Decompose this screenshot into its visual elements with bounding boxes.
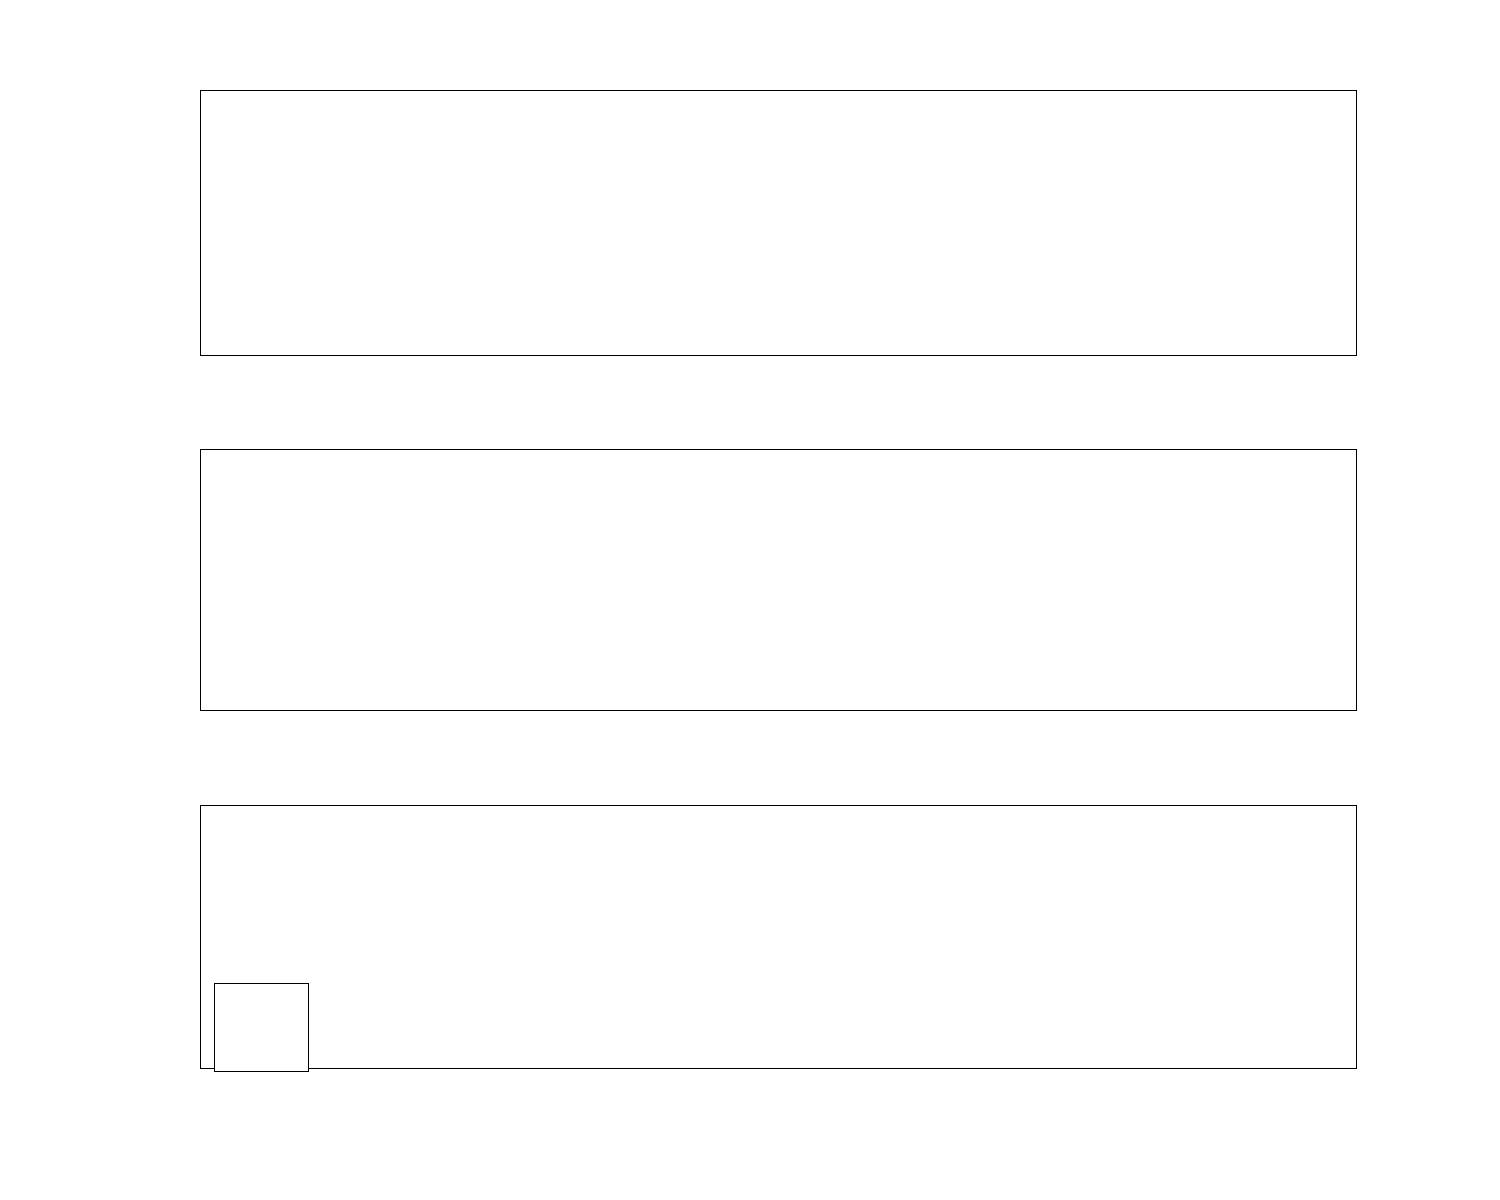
legend-item[interactable]	[223, 1040, 298, 1065]
panel-vacuum-collapsed	[200, 90, 1357, 356]
legend-item[interactable]	[223, 990, 298, 1015]
legend-swatch-before-filling	[223, 1025, 287, 1031]
legend-swatch-after-filling	[223, 1050, 287, 1056]
x-tick-labels-middle	[200, 717, 1357, 747]
legend-item[interactable]	[223, 1015, 298, 1040]
panel-delta-vacuum	[200, 449, 1357, 711]
bar-series-vacuum-collapsed	[201, 91, 1356, 355]
x-tick-labels-bottom	[200, 1075, 1357, 1105]
legend	[214, 983, 309, 1072]
plot-area-bottom	[200, 805, 1357, 1069]
bar-series-delta-vacuum	[201, 450, 1356, 710]
x-tick-labels-top	[200, 362, 1357, 392]
legend-swatch-oil-in	[223, 1000, 287, 1006]
plot-area-middle	[200, 449, 1357, 711]
plot-area-top	[200, 90, 1357, 356]
panel-vacuum-measurements	[200, 805, 1357, 1072]
line-series-vacuum-measurements	[201, 806, 1356, 1068]
